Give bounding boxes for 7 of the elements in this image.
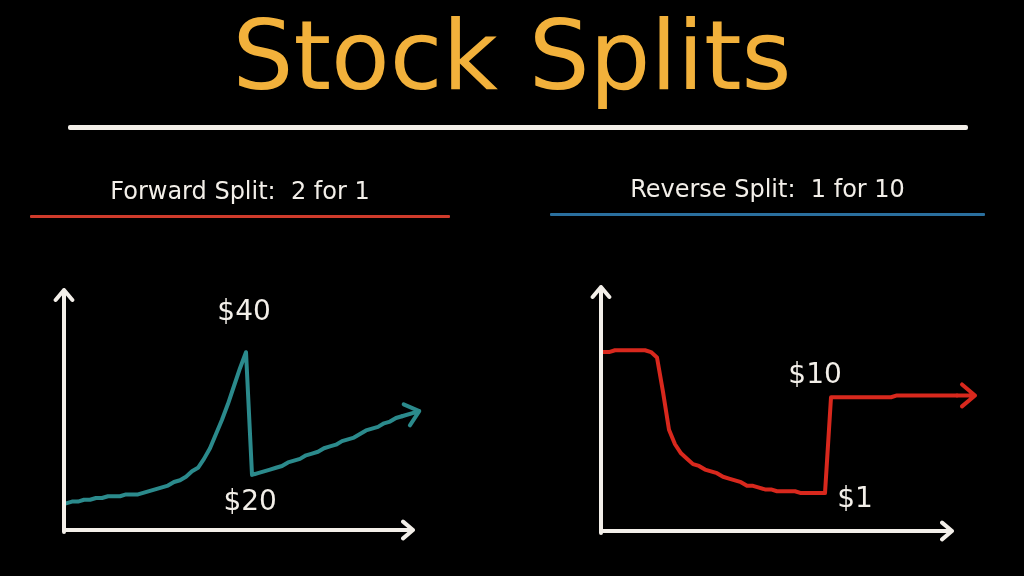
annotation: $20: [223, 484, 277, 518]
chart-title: Forward Split: 2 for 1: [109, 176, 371, 206]
chart-title: Reverse Split: 1 for 10: [629, 174, 906, 204]
text: $40: [217, 294, 271, 328]
annotation: $1: [837, 481, 873, 515]
annotation: $10: [788, 357, 842, 391]
text: Stock Splits: [231, 0, 793, 112]
